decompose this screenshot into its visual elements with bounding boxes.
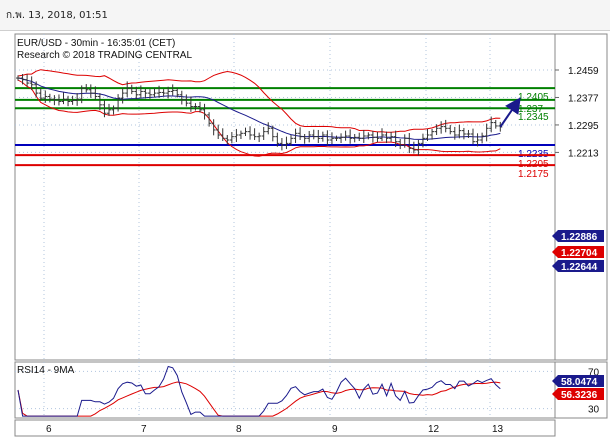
chart-subtitle: Research © 2018 TRADING CENTRAL bbox=[17, 50, 192, 61]
price-tick-label: 1.2213 bbox=[568, 148, 599, 159]
price-tag-label: 1.22704 bbox=[561, 248, 598, 259]
price-axis-ticks: 1.2459 1.2377 1.2295 1.2213 bbox=[555, 66, 599, 159]
price-tag bbox=[552, 246, 604, 258]
price-tag bbox=[552, 260, 604, 272]
time-tick-label: 9 bbox=[332, 424, 338, 435]
datetime-label: ก.พ. 13, 2018, 01:51 bbox=[6, 10, 108, 21]
rsi-tick-label: 30 bbox=[588, 405, 600, 416]
rsi-label: RSI14 - 9MA bbox=[17, 365, 75, 376]
moving-average bbox=[17, 77, 501, 140]
price-tag-label: 1.22644 bbox=[561, 262, 598, 273]
rsi-line bbox=[17, 365, 501, 417]
level-label: 1.2175 bbox=[518, 169, 549, 180]
time-axis-ticks: 6 7 8 9 12 13 bbox=[46, 424, 504, 435]
price-tick-label: 1.2295 bbox=[568, 121, 599, 132]
price-axis-frame bbox=[554, 33, 608, 361]
time-tick-label: 12 bbox=[428, 424, 440, 435]
time-tick-label: 7 bbox=[141, 424, 147, 435]
price-tag bbox=[552, 230, 604, 242]
level-label: 1.2405 bbox=[518, 92, 549, 103]
time-tick-label: 13 bbox=[492, 424, 504, 435]
price-tick-label: 1.2377 bbox=[568, 93, 599, 104]
rsi-tag-label: 58.0474 bbox=[561, 377, 598, 388]
rsi-panel-frame bbox=[14, 361, 556, 419]
time-tick-label: 8 bbox=[236, 424, 242, 435]
rsi-tag-label: 56.3236 bbox=[561, 390, 598, 401]
rsi-panel: 70 30 58.0474 56.3236 bbox=[15, 365, 604, 417]
x-axis-frame bbox=[14, 419, 556, 437]
rsi-tick-label: 70 bbox=[588, 367, 600, 378]
level-label: 1.237 bbox=[518, 104, 543, 115]
main-panel-frame bbox=[14, 33, 556, 361]
lower-band bbox=[17, 79, 501, 157]
price-tags: 1.22886 1.22704 1.22644 bbox=[552, 230, 604, 273]
rsi-tag bbox=[552, 388, 604, 400]
level-label: 1.2345 bbox=[518, 112, 549, 123]
upper-band bbox=[17, 69, 501, 133]
forecast-arrow bbox=[499, 97, 521, 128]
price-tag-label: 1.22886 bbox=[561, 232, 598, 243]
bollinger-bands bbox=[17, 69, 501, 157]
price-tick-label: 1.2459 bbox=[568, 66, 599, 77]
time-tick-label: 6 bbox=[46, 424, 52, 435]
chart-title: EUR/USD - 30min - 16:35:01 (CET) bbox=[17, 38, 175, 49]
top-bar: ก.พ. 13, 2018, 01:51 bbox=[0, 0, 610, 31]
price-bars bbox=[16, 74, 521, 156]
rsi-tag bbox=[552, 375, 604, 387]
